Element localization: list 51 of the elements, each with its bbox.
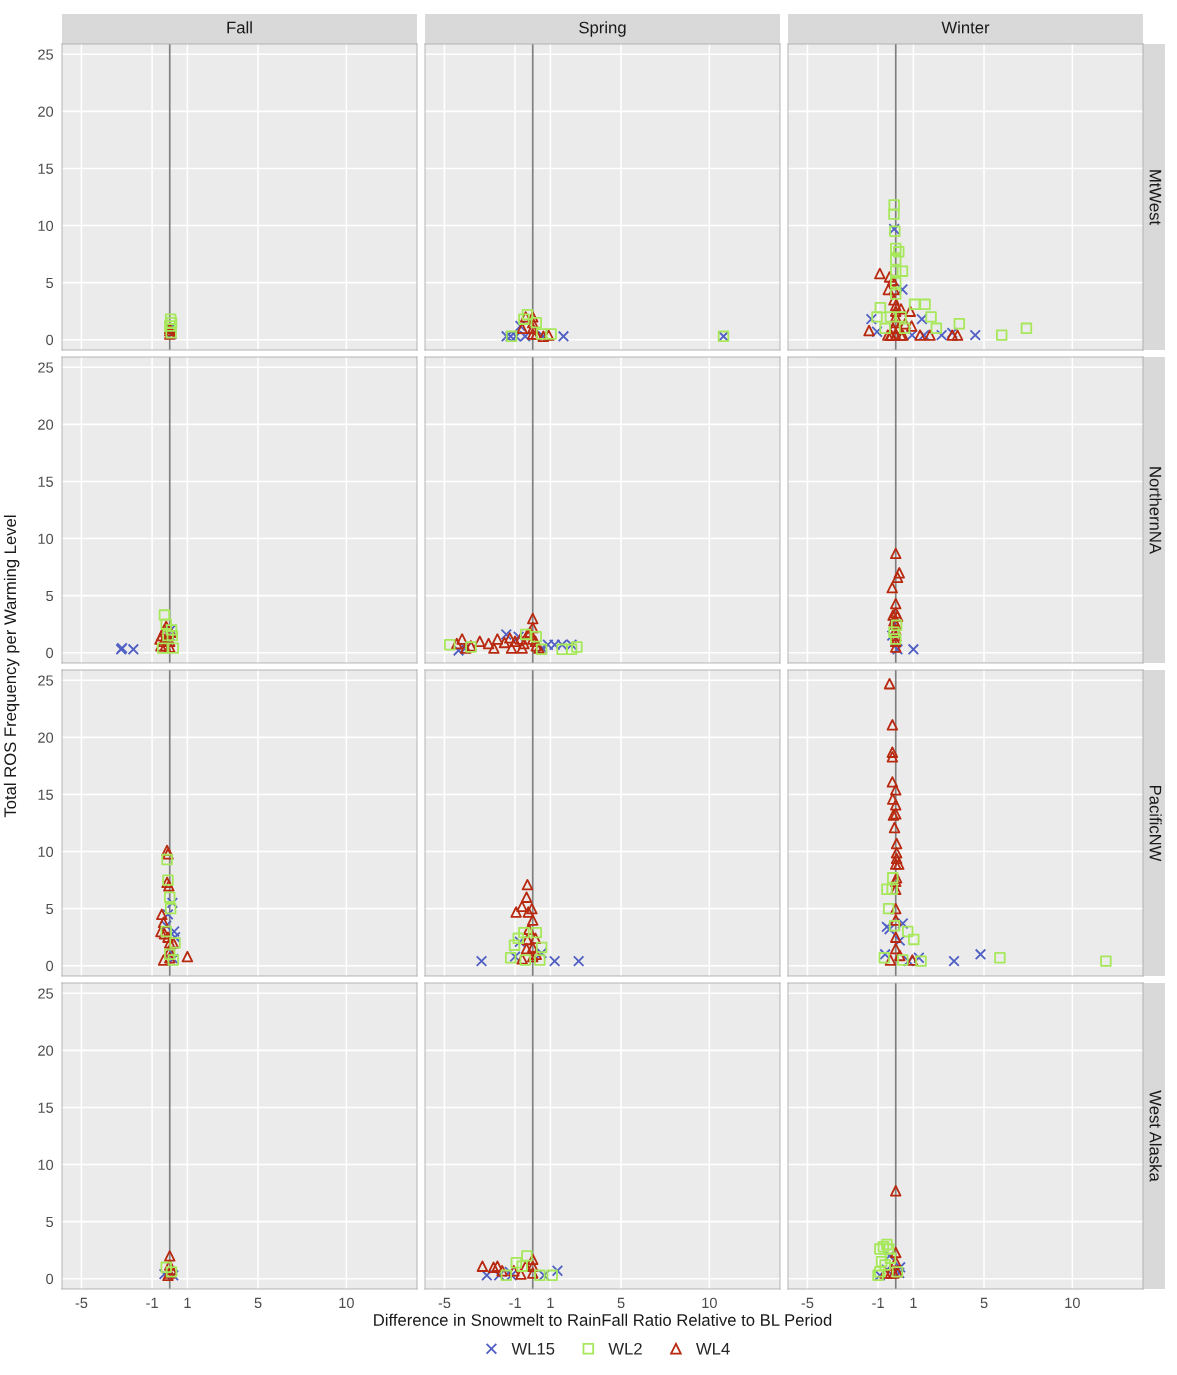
x-tick-label: 1: [184, 1297, 191, 1308]
y-tick-label: 5: [46, 590, 54, 602]
chart-title: Winter: [941, 21, 990, 34]
x-tick-label: 5: [980, 1297, 988, 1309]
x-tick-label: 10: [339, 1297, 354, 1309]
x-tick-label: 5: [617, 1297, 625, 1309]
x-tick-label: 1: [910, 1297, 917, 1308]
y-tick-label: 15: [38, 1102, 54, 1113]
y2-axis-title: PacificNW: [1149, 785, 1162, 862]
x-tick-label: -1: [146, 1297, 158, 1308]
x-tick-label: 1: [547, 1297, 554, 1308]
y-tick-label: 5: [46, 903, 54, 915]
y-axis-title: Total ROS Frequency per Warming Level: [3, 515, 20, 818]
y-tick-label: 20: [38, 106, 54, 117]
y2-axis-title: MtWest: [1149, 170, 1162, 225]
y-tick-label: 0: [46, 334, 54, 346]
y-tick-label: 25: [38, 675, 54, 686]
x-tick-label: -5: [438, 1297, 451, 1309]
y-tick-label: 25: [38, 49, 54, 60]
y-tick-label: 0: [46, 647, 54, 659]
x-tick-label: 10: [702, 1297, 717, 1309]
y-tick-label: 20: [38, 1045, 54, 1056]
legend-label: WL15: [511, 1343, 555, 1355]
y-tick-label: 15: [38, 163, 54, 174]
legend-label: WL4: [696, 1343, 730, 1355]
y-tick-label: 5: [46, 277, 54, 289]
y-tick-label: 5: [46, 1216, 54, 1228]
y-tick-label: 20: [38, 732, 54, 743]
x-tick-label: 5: [254, 1297, 262, 1309]
x-tick-label: -1: [872, 1297, 884, 1308]
chart-title: Spring: [579, 21, 626, 37]
y-tick-label: 10: [38, 846, 54, 857]
y-tick-label: 20: [38, 419, 54, 430]
y2-axis-title: West Alaska: [1149, 1090, 1162, 1182]
y-tick-label: 0: [46, 1273, 54, 1285]
y2-axis-title: NorthernNA: [1149, 467, 1162, 554]
y-tick-label: 10: [38, 1159, 54, 1170]
y-tick-label: 0: [46, 960, 54, 972]
y-tick-label: 25: [38, 362, 54, 373]
y-tick-label: 15: [38, 789, 54, 800]
legend-label: WL2: [608, 1342, 642, 1355]
y-tick-label: 15: [38, 476, 54, 487]
y-tick-label: 10: [38, 533, 54, 544]
y-tick-label: 10: [38, 220, 54, 231]
x-tick-label: -5: [801, 1297, 814, 1309]
x-tick-label: -5: [75, 1297, 88, 1309]
y-tick-label: 25: [38, 988, 54, 999]
chart-title: Fall: [227, 21, 252, 34]
x-axis-title: Difference in Snowmelt to RainFall Ratio Relative to BL Period: [374, 1313, 832, 1326]
x-tick-label: -1: [509, 1297, 521, 1308]
x-tick-label: 10: [1065, 1297, 1080, 1309]
